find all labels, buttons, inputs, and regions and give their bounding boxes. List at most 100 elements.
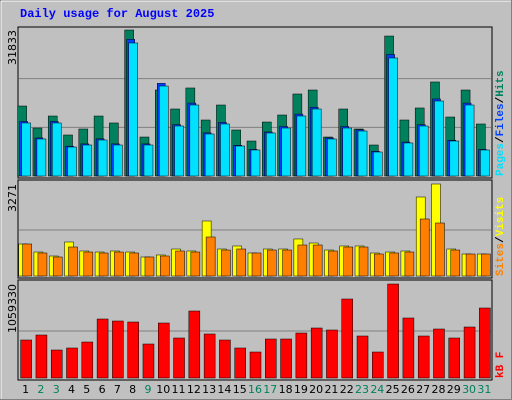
legend: Pages/Files/Hits [495,70,507,176]
x-tick-label: 27 [416,383,430,396]
bar [373,151,383,177]
bar [158,322,170,379]
legend-separator: / [495,136,507,143]
bar [175,250,185,277]
x-tick-label: 10 [156,383,170,396]
bar [51,122,62,177]
bar [143,144,154,177]
bar [159,85,169,177]
bar [434,100,444,177]
bar [356,335,369,379]
bar [235,145,245,177]
bar [417,335,430,379]
bar [189,104,200,177]
bar [22,243,32,277]
x-tick-label: 1 [22,383,29,396]
bar [265,338,277,379]
bar [250,149,261,177]
bar [267,249,277,277]
bar [234,347,246,379]
bar [66,347,78,379]
bar [387,283,399,379]
x-tick-label: 21 [324,383,338,396]
legend-entry: Visits [495,197,507,237]
legend-entry: Sites [495,243,507,276]
x-tick-label: 31 [477,383,491,396]
y-tick-label: 1059330 [6,284,19,333]
bar [35,334,48,379]
bar [219,339,231,379]
bar [221,249,231,277]
x-tick-label: 18 [279,383,293,396]
x-tick-label: 5 [83,383,90,396]
bar [144,256,155,277]
bar [463,326,476,379]
bar [20,339,32,379]
bar [403,142,414,177]
legend: Sites/Visits [495,197,507,276]
bar [21,122,31,177]
bar [465,253,476,277]
legend-entry: Files [495,103,507,136]
bar [204,133,215,177]
y-tick-label: 31833 [6,30,19,65]
bar [266,132,276,177]
bar [450,249,461,277]
legend-entry: Pages [495,143,507,176]
bar [68,246,78,277]
x-tick-label: 15 [233,383,247,396]
bar [249,351,262,379]
bar [326,329,338,379]
x-tick-label: 14 [217,383,231,396]
bar [37,252,48,277]
legend-separator: / [495,236,507,243]
x-tick-label: 28 [431,383,445,396]
x-tick-label: 29 [447,383,461,396]
bar [310,327,323,379]
bar [435,222,445,277]
bar [404,251,415,277]
bar [96,318,109,379]
bar [142,343,155,379]
legend: kB F [495,352,507,378]
bar [160,255,170,277]
bar [50,349,63,379]
bar [312,244,323,277]
bar [83,251,94,277]
bar [448,337,461,379]
x-tick-label: 22 [340,383,354,396]
bar [280,338,292,379]
legend-entry: kB F [495,352,507,378]
bar [236,248,246,277]
bar [129,252,139,277]
bar [357,130,368,177]
x-tick-label: 26 [401,383,415,396]
bar [67,146,77,177]
bar [419,218,430,277]
x-tick-label: 24 [370,383,384,396]
bar [372,351,384,379]
bar [343,246,353,277]
x-tick-label: 25 [386,383,400,396]
x-tick-label: 4 [68,383,75,396]
bar [113,144,123,177]
bar [297,244,308,277]
bar [52,256,63,277]
bar [205,236,216,277]
bar [220,123,230,177]
x-tick-label: 30 [462,383,476,396]
bar [311,108,322,177]
bar [327,138,337,177]
bar [98,252,109,277]
bar [173,337,185,379]
x-tick-label: 17 [263,383,277,396]
chart-title: Daily usage for August 2025 [20,7,214,21]
bar [402,317,415,379]
x-tick-label: 12 [187,383,201,396]
x-tick-label: 19 [294,383,308,396]
bar [328,250,338,277]
bar [464,104,475,177]
bar [281,127,291,177]
bar [358,246,369,277]
